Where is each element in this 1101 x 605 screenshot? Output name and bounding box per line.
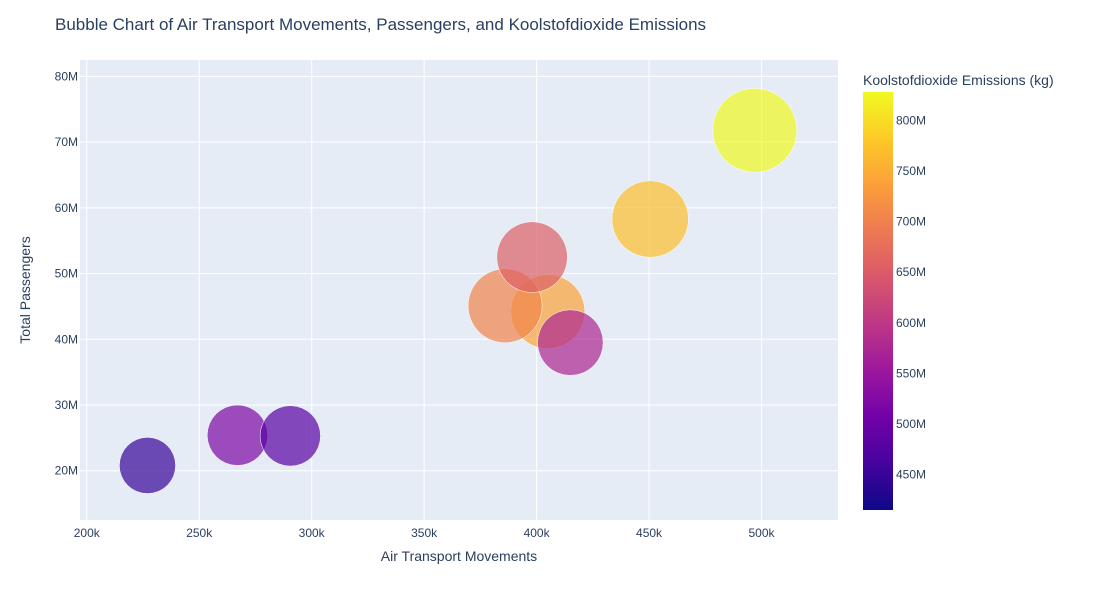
x-tick-label: 400k bbox=[524, 526, 551, 540]
y-tick-label: 60M bbox=[55, 201, 78, 215]
colorbar-tick-label: 600M bbox=[896, 316, 926, 330]
data-bubble bbox=[119, 437, 176, 494]
plot-area bbox=[80, 60, 838, 520]
x-axis-ticks: 200k 250k 300k 350k 400k 450k 500k bbox=[74, 526, 776, 540]
colorbar-tick-label: 450M bbox=[896, 468, 926, 482]
colorbar-tick-label: 500M bbox=[896, 417, 926, 431]
x-tick-label: 350k bbox=[411, 526, 438, 540]
colorbar-tick-label: 800M bbox=[896, 113, 926, 127]
bubble-layer bbox=[119, 88, 798, 494]
colorbar-tick-label: 750M bbox=[896, 164, 926, 178]
colorbar-title: Koolstofdioxide Emissions (kg) bbox=[863, 72, 1054, 88]
x-tick-label: 450k bbox=[636, 526, 663, 540]
colorbar-tick-label: 550M bbox=[896, 366, 926, 380]
x-tick-label: 200k bbox=[74, 526, 101, 540]
x-tick-label: 300k bbox=[299, 526, 326, 540]
chart-title: Bubble Chart of Air Transport Movements,… bbox=[55, 15, 706, 34]
data-bubble bbox=[259, 405, 321, 467]
colorbar-tick-label: 650M bbox=[896, 265, 926, 279]
y-axis-title: Total Passengers bbox=[17, 236, 33, 343]
data-bubble bbox=[712, 88, 798, 173]
y-tick-label: 20M bbox=[55, 464, 78, 478]
x-tick-label: 500k bbox=[749, 526, 776, 540]
x-tick-label: 250k bbox=[186, 526, 213, 540]
data-bubble bbox=[206, 404, 268, 466]
y-tick-label: 80M bbox=[55, 69, 78, 83]
data-bubble bbox=[611, 180, 689, 258]
y-axis-ticks: 20M 30M 40M 50M 60M 70M 80M bbox=[55, 69, 78, 477]
y-tick-label: 50M bbox=[55, 267, 78, 281]
colorbar-ticks: 450M 500M 550M 600M 650M 700M 750M 800M bbox=[896, 113, 926, 481]
y-tick-label: 40M bbox=[55, 332, 78, 346]
y-tick-label: 30M bbox=[55, 398, 78, 412]
y-tick-label: 70M bbox=[55, 135, 78, 149]
colorbar-tick-label: 700M bbox=[896, 215, 926, 229]
grid-lines bbox=[80, 60, 838, 520]
x-axis-title: Air Transport Movements bbox=[381, 548, 537, 564]
data-bubble bbox=[496, 221, 568, 293]
colorbar bbox=[863, 92, 893, 510]
data-bubble bbox=[537, 309, 604, 376]
